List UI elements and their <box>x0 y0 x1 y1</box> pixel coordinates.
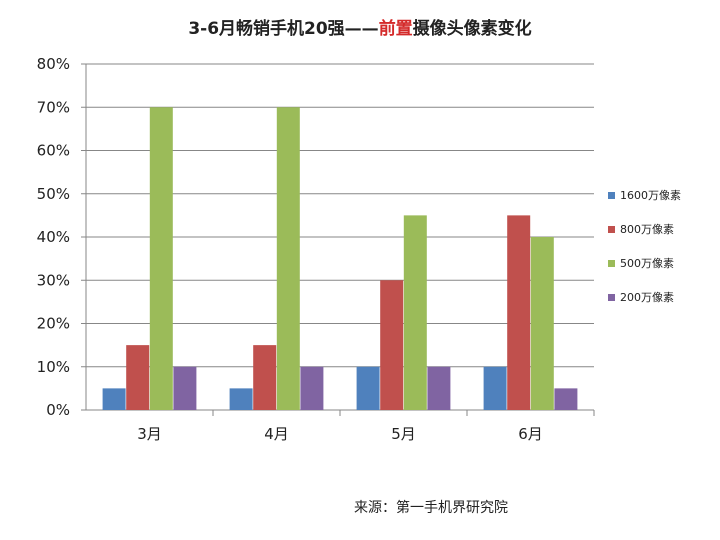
bar <box>276 107 300 410</box>
x-category-label: 5月 <box>391 425 416 443</box>
legend-swatch <box>608 260 615 267</box>
bar <box>102 388 126 410</box>
y-tick-label: 60% <box>37 142 70 160</box>
legend-label: 500万像素 <box>620 257 674 270</box>
bar <box>380 280 404 410</box>
bar <box>483 366 507 410</box>
legend-swatch <box>608 226 615 233</box>
title-part-1: 3-6月畅销手机20强—— <box>188 19 379 39</box>
source-note: 来源：第一手机界研究院 <box>354 500 508 516</box>
y-tick-label: 20% <box>37 315 70 333</box>
bar <box>554 388 578 410</box>
bar <box>149 107 173 410</box>
legend-label: 200万像素 <box>620 291 674 304</box>
bar <box>356 366 380 410</box>
bar <box>229 388 253 410</box>
legend-swatch <box>608 192 615 199</box>
legend-swatch <box>608 294 615 301</box>
bar <box>427 366 451 410</box>
bar <box>253 345 277 410</box>
bar <box>530 237 554 410</box>
chart-title: 3-6月畅销手机20强——前置摄像头像素变化 <box>0 14 720 39</box>
title-highlight: 前置 <box>378 19 413 39</box>
y-tick-label: 10% <box>37 358 70 376</box>
x-category-label: 3月 <box>137 425 162 443</box>
x-category-label: 4月 <box>264 425 289 443</box>
bar <box>173 366 197 410</box>
legend-label: 800万像素 <box>620 223 674 236</box>
bar <box>126 345 150 410</box>
title-part-2: 摄像头像素变化 <box>412 19 532 39</box>
y-tick-label: 30% <box>37 271 70 289</box>
y-tick-label: 80% <box>37 55 70 73</box>
y-tick-label: 50% <box>37 185 70 203</box>
bar <box>507 215 531 410</box>
y-tick-label: 0% <box>46 401 70 419</box>
bar <box>403 215 427 410</box>
y-tick-label: 40% <box>37 228 70 246</box>
bar <box>300 366 324 410</box>
y-tick-label: 70% <box>37 98 70 116</box>
x-category-label: 6月 <box>518 425 543 443</box>
legend-label: 1600万像素 <box>620 189 681 202</box>
